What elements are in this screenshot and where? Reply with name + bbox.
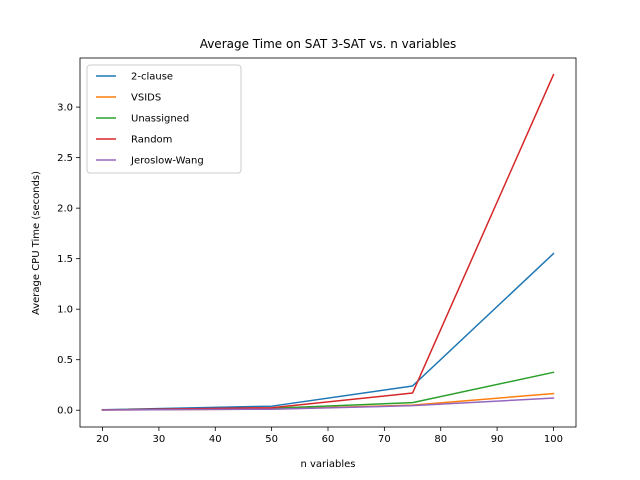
legend-entry: Jeroslow-Wang xyxy=(130,156,204,167)
legend-box xyxy=(86,64,242,174)
x-tick-label: 30 xyxy=(153,434,166,445)
legend: 2-clause VSIDS Unassigned Random Jeroslow-Wa… xyxy=(86,64,242,174)
y-tick-label: 2.5 xyxy=(57,153,73,164)
legend-entry: Unassigned xyxy=(131,114,189,125)
series-line-2-clause xyxy=(101,252,555,411)
x-tick-label: 40 xyxy=(209,434,222,445)
x-axis-label: n variables xyxy=(300,459,355,470)
x-tick-label: 90 xyxy=(491,434,504,445)
y-axis-label: Average CPU Time (seconds) xyxy=(31,171,42,315)
x-tick-label: 50 xyxy=(265,434,278,445)
x-tick-label: 100 xyxy=(544,434,563,445)
y-tick-label: 0.5 xyxy=(57,355,73,366)
x-tick-label: 70 xyxy=(378,434,391,445)
x-tick-label: 20 xyxy=(96,434,109,445)
legend-entry: 2-clause xyxy=(131,72,173,83)
x-tick-label: 60 xyxy=(322,434,335,445)
y-tick-label: 3.0 xyxy=(57,103,73,114)
y-tick-label: 2.0 xyxy=(57,204,73,215)
legend-entry: VSIDS xyxy=(131,93,161,104)
series-layer xyxy=(101,73,555,411)
y-tick-label: 1.0 xyxy=(57,305,73,316)
legend-entry: Random xyxy=(131,135,172,146)
y-tick-label: 0.0 xyxy=(57,406,73,417)
series-line-random xyxy=(101,73,555,411)
plot-area: 20 30 40 50 60 70 80 90 100 0.0 0.5 1.0 1.5 2.0 2.5 3.… xyxy=(57,57,577,445)
y-tick-label: 1.5 xyxy=(57,254,73,265)
series-line-jeroslow-wang xyxy=(101,397,555,411)
x-tick-label: 80 xyxy=(434,434,447,445)
x-axis: 20 30 40 50 60 70 80 90 100 xyxy=(96,427,563,445)
y-axis: 0.0 0.5 1.0 1.5 2.0 2.5 3.0 xyxy=(57,103,80,417)
chart-title: Average Time on SAT 3-SAT vs. n variable… xyxy=(200,37,457,51)
